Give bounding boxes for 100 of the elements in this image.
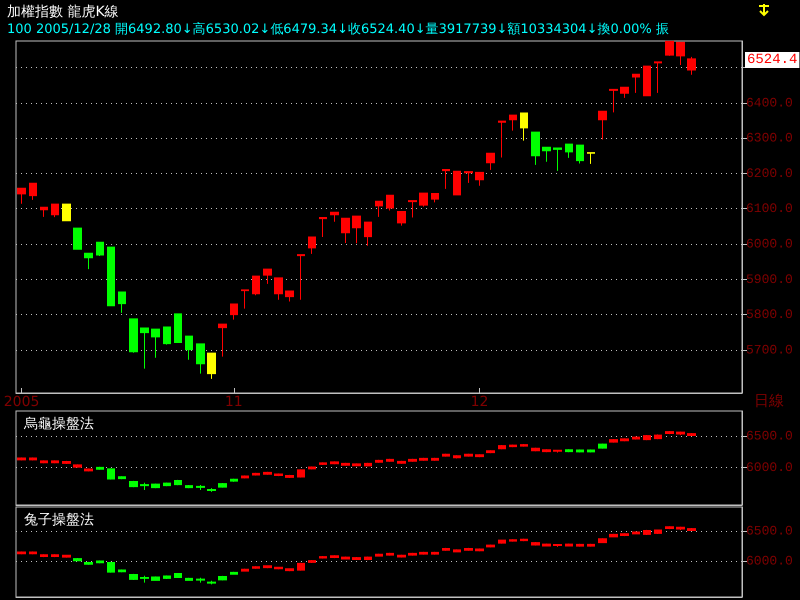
candlestick xyxy=(17,188,26,204)
candlestick xyxy=(531,542,540,546)
candlestick xyxy=(431,193,439,203)
y-tick-label: 6200.0 xyxy=(746,166,793,181)
candlestick xyxy=(442,453,450,458)
y-tick-label: 5700.0 xyxy=(746,342,793,358)
candlestick xyxy=(118,292,126,314)
candlestick xyxy=(308,559,316,564)
candlestick xyxy=(643,66,651,96)
candlestick xyxy=(352,556,361,561)
candlestick xyxy=(107,246,115,306)
candlestick xyxy=(576,448,584,454)
candlestick xyxy=(665,40,674,56)
candlestick xyxy=(73,558,82,562)
candlestick xyxy=(196,484,205,490)
candlestick xyxy=(40,460,48,464)
candlestick xyxy=(62,204,71,222)
candlestick xyxy=(151,328,160,358)
candlestick xyxy=(531,132,540,166)
candlestick xyxy=(375,459,383,464)
candlestick xyxy=(330,212,339,222)
candlestick xyxy=(107,561,115,574)
candlestick xyxy=(196,577,205,584)
candlestick xyxy=(587,543,595,548)
candlestick xyxy=(687,528,696,532)
chart-title: 烏龜操盤法 xyxy=(23,416,94,432)
candlestick xyxy=(129,318,138,354)
candlestick xyxy=(207,352,216,380)
candlestick xyxy=(241,474,249,480)
candlestick xyxy=(185,577,193,582)
candlestick xyxy=(252,276,260,296)
candlestick xyxy=(96,466,104,470)
candlestick xyxy=(341,556,350,560)
candlestick xyxy=(665,430,674,435)
candlestick xyxy=(408,458,417,462)
candlestick xyxy=(453,454,461,459)
candlestick xyxy=(40,554,48,558)
candlestick xyxy=(419,551,428,556)
candlestick xyxy=(486,152,495,170)
candlestick xyxy=(375,553,383,558)
y-tick-label: 6500.0 xyxy=(746,524,793,538)
candlestick xyxy=(29,456,37,462)
candlestick xyxy=(285,290,294,302)
chart-subtitle: 100 2005/12/28 開6492.80↓高6530.02↓低6479.34↓收6524.40↓量3917739↓額10334304↓換0.00% 振 xyxy=(7,21,669,37)
candlestick xyxy=(341,462,350,466)
candlestick xyxy=(654,528,662,534)
candlestick xyxy=(40,206,48,218)
y-tick-label: 6300.0 xyxy=(746,130,793,146)
candlestick xyxy=(565,144,573,158)
candlestick xyxy=(151,576,160,582)
candlestick xyxy=(531,447,540,452)
candlestick xyxy=(553,544,562,548)
candlestick xyxy=(17,550,26,555)
candlestick xyxy=(453,170,461,196)
candlestick xyxy=(643,434,651,441)
candlestick xyxy=(553,449,562,454)
candlestick xyxy=(263,268,272,284)
candlestick xyxy=(397,554,406,558)
y-tick-label: 6000.0 xyxy=(746,554,793,568)
candlestick xyxy=(498,120,506,158)
y-tick-label: 6000.0 xyxy=(746,460,793,475)
candlestick xyxy=(140,482,149,490)
x-tick-label: 11 xyxy=(224,394,243,410)
candlestick xyxy=(84,561,93,566)
candlestick xyxy=(196,343,205,374)
y-tick-label: 6400.0 xyxy=(746,95,793,110)
candlestick xyxy=(632,436,640,440)
text: 6524.4 xyxy=(747,52,798,68)
candlestick xyxy=(620,532,629,537)
candlestick xyxy=(676,526,685,531)
candlestick xyxy=(598,443,607,450)
candlestick xyxy=(285,474,294,479)
candlestick xyxy=(263,564,272,569)
candlestick xyxy=(632,530,640,535)
candlestick xyxy=(252,472,260,476)
candlestick xyxy=(464,547,473,552)
candlestick xyxy=(620,438,629,442)
candlestick xyxy=(352,216,361,244)
candlestick xyxy=(687,432,696,437)
candlestick xyxy=(62,460,71,464)
candlestick xyxy=(174,572,182,579)
candlestick xyxy=(520,444,528,448)
candlestick xyxy=(241,289,249,310)
chart-title: 兔子操盤法 xyxy=(24,512,94,528)
candlestick xyxy=(207,488,216,492)
candlestick xyxy=(431,457,439,462)
candlestick xyxy=(598,110,607,140)
candlestick xyxy=(364,556,372,561)
candlestick xyxy=(464,171,473,184)
candlestick xyxy=(576,144,584,164)
candlestick xyxy=(151,482,160,489)
candlestick xyxy=(218,575,227,581)
candlestick xyxy=(218,324,227,358)
candlestick xyxy=(587,448,595,454)
candlestick xyxy=(509,444,517,448)
candlestick xyxy=(118,476,126,480)
candlestick xyxy=(51,204,59,218)
candlestick xyxy=(185,336,193,360)
candlestick xyxy=(274,472,283,477)
candlestick xyxy=(542,543,551,548)
